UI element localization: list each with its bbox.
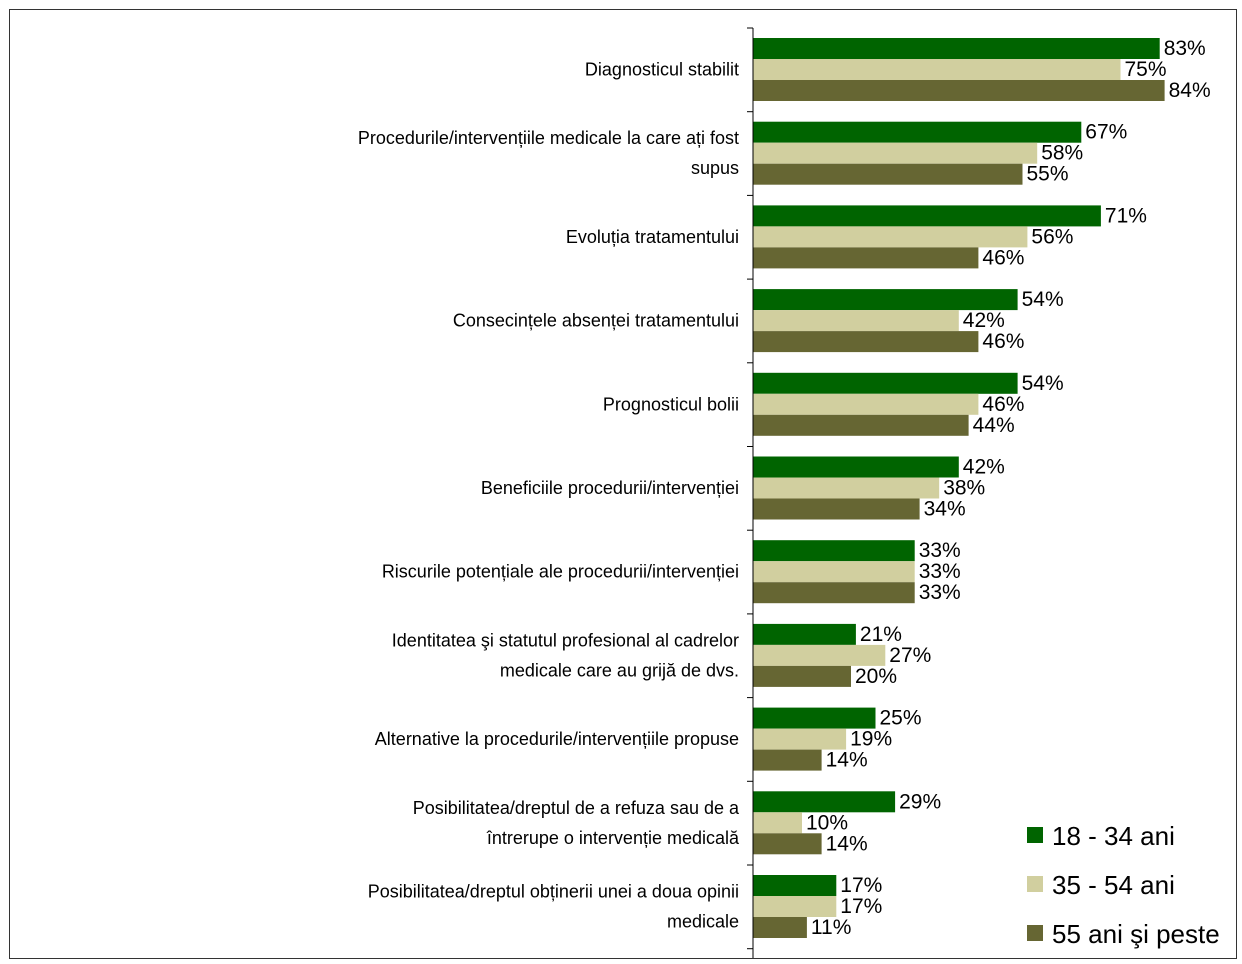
legend-swatch [1027, 827, 1043, 843]
legend-swatch [1027, 876, 1043, 892]
value-label: 33% [919, 581, 961, 604]
bar [753, 310, 959, 332]
category-label: Posibilitatea/dreptul de a refuza sau de… [413, 798, 740, 848]
bar [753, 833, 822, 855]
category-label: Riscurile potențiale ale procedurii/inte… [382, 562, 739, 582]
bars-group [753, 38, 1165, 938]
value-label: 46% [982, 393, 1024, 416]
bar [753, 665, 851, 687]
category-label: Evoluția tratamentului [566, 227, 739, 247]
bar [753, 331, 979, 353]
bar [753, 393, 979, 415]
bar [753, 707, 876, 729]
value-label: 54% [1022, 372, 1064, 395]
category-label: Alternative la procedurile/intervențiile… [375, 729, 739, 749]
value-label: 27% [889, 644, 931, 667]
bar [753, 59, 1121, 80]
value-label: 14% [826, 749, 868, 772]
bar [753, 875, 837, 896]
category-label: Procedurile/intervențiile medicale la ca… [358, 128, 739, 178]
value-label: 14% [826, 832, 868, 855]
value-label: 33% [919, 539, 961, 562]
value-label: 75% [1125, 58, 1167, 81]
bar [753, 477, 940, 499]
legend-label: 55 ani şi peste [1052, 919, 1220, 949]
bar [753, 791, 896, 813]
value-label: 38% [943, 477, 985, 500]
bar [753, 644, 886, 666]
bar [753, 226, 1028, 248]
bar [753, 163, 1023, 185]
value-label: 55% [1027, 163, 1069, 186]
value-label: 46% [982, 246, 1024, 269]
bar [753, 623, 856, 645]
value-label: 44% [973, 414, 1015, 437]
value-label: 84% [1169, 79, 1211, 102]
value-label: 42% [963, 456, 1005, 479]
category-label: Beneficiile procedurii/intervenției [481, 478, 739, 498]
legend-label: 18 - 34 ani [1052, 821, 1175, 851]
axis-group [747, 27, 754, 958]
bar [753, 456, 959, 478]
value-label: 83% [1164, 37, 1206, 60]
value-label: 19% [850, 728, 892, 751]
value-label: 29% [899, 790, 941, 813]
bar [753, 142, 1038, 164]
category-label: Prognosticul bolii [603, 394, 739, 414]
value-label: 46% [982, 330, 1024, 353]
bar [753, 728, 847, 750]
value-label: 54% [1022, 288, 1064, 311]
value-label: 58% [1041, 142, 1083, 165]
chart-frame [9, 9, 1237, 959]
bar [753, 80, 1165, 101]
bar [753, 896, 837, 917]
value-label: 56% [1031, 225, 1073, 248]
legend: 18 - 34 ani 35 - 54 ani 55 ani şi peste [1027, 821, 1220, 949]
category-label: Consecințele absenței tratamentului [453, 311, 739, 331]
bar [753, 205, 1101, 227]
value-label: 67% [1085, 121, 1127, 144]
category-label: Posibilitatea/dreptul obținerii unei a d… [368, 882, 739, 932]
bar [753, 749, 822, 771]
legend-swatch [1027, 925, 1043, 941]
value-label: 20% [855, 665, 897, 688]
value-label: 17% [840, 874, 882, 897]
category-label: Identitatea şi statutul profesional al c… [392, 630, 739, 680]
value-label: 42% [963, 309, 1005, 332]
bar [753, 289, 1018, 311]
value-label: 34% [924, 498, 966, 521]
bar [753, 812, 802, 834]
bar [753, 247, 979, 269]
value-label: 11% [811, 916, 851, 939]
bar [753, 414, 969, 436]
value-label: 71% [1105, 204, 1147, 227]
legend-label: 35 - 54 ani [1052, 870, 1175, 900]
bar [753, 561, 915, 583]
value-label: 21% [860, 623, 902, 646]
value-labels-group: 83%75%84%67%58%55%71%56%46%54%42%46%54%4… [806, 37, 1211, 939]
bar [753, 917, 807, 938]
bar [753, 38, 1160, 59]
bar [753, 121, 1082, 143]
category-labels-group: Diagnosticul stabilit Procedurile/interve… [358, 60, 740, 932]
bar [753, 498, 920, 520]
bar [753, 582, 915, 604]
value-label: 10% [806, 811, 848, 834]
bar [753, 540, 915, 562]
value-label: 17% [840, 895, 882, 918]
value-label: 25% [880, 707, 922, 730]
value-label: 33% [919, 560, 961, 583]
bar [753, 372, 1018, 394]
category-label: Diagnosticul stabilit [585, 60, 739, 80]
